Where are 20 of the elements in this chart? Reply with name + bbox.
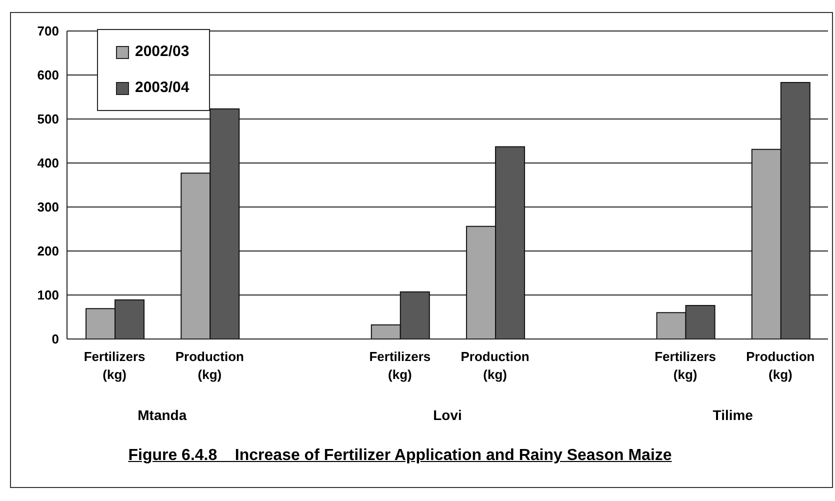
x-tick-label: Production (kg) [460,349,530,382]
text: Mtanda [136,407,188,423]
x-tick-label: Production (kg) [175,349,244,382]
y-tick-label: 400 [37,156,59,171]
y-tick-label: 200 [37,244,59,259]
y-tick-label: 300 [37,200,59,215]
legend-label: 2002/03 [135,42,190,62]
legend-label: 2003/04 [135,78,190,98]
x-tick-label: Fertilizers (kg) [654,349,716,382]
y-tick-label: 100 [37,288,59,303]
y-tick-label: 600 [37,68,59,83]
y-tick-label: 500 [37,112,59,127]
y-tick-label: 700 [37,24,59,39]
x-tick-label: Fertilizers (kg) [84,349,146,382]
x-tick-label: Fertilizers (kg) [369,349,431,382]
text: Figure 6.4.8 Increase of Fertilizer Application and Rainy Season Maize [127,447,673,465]
text: Tilime [712,407,754,423]
x-tick-label: Production (kg) [746,349,815,382]
text: Lovi [432,407,463,423]
y-tick-label: 0 [52,332,59,347]
